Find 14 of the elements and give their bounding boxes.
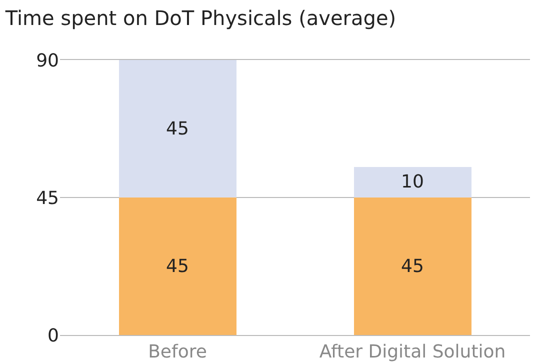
data-label: 10 (401, 172, 424, 193)
bar (354, 198, 472, 335)
data-label: 45 (166, 118, 189, 140)
bar (118, 60, 236, 198)
bar (354, 166, 472, 198)
data-label: 45 (166, 256, 189, 277)
data-label: 45 (401, 256, 424, 277)
chart-title: Time spent on DoT Physicals (average) (4, 6, 396, 30)
y-tick-label: 45 (36, 188, 59, 209)
x-tick-label: After Digital Solution (319, 342, 506, 363)
y-tick-label: 90 (36, 50, 59, 72)
bar (118, 198, 236, 335)
x-tick-label: Before (148, 342, 207, 363)
y-tick-label: 0 (48, 325, 59, 346)
